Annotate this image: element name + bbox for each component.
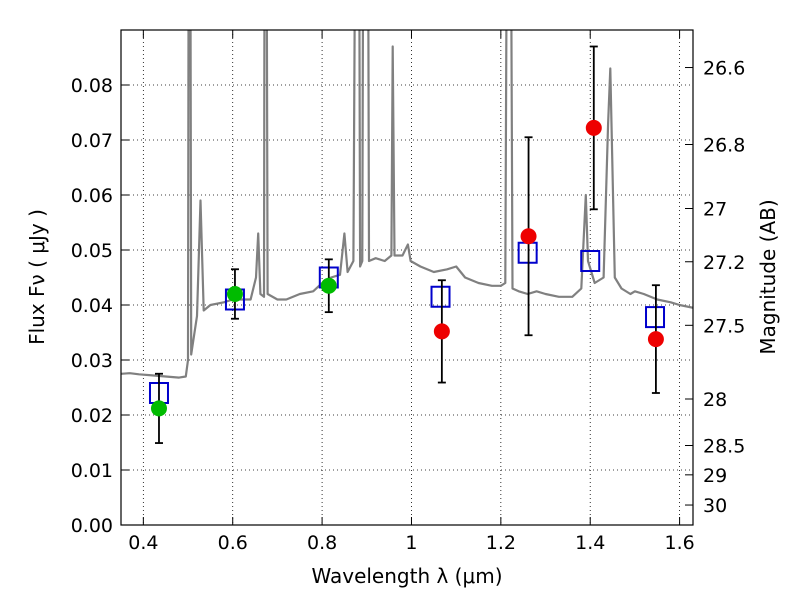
- x-tick-label: 1: [405, 532, 417, 554]
- y-tick-label: 0.08: [71, 75, 113, 97]
- data-markers: [148, 45, 666, 444]
- x-tick-label: 1.4: [575, 532, 605, 554]
- x-tick-label: 0.8: [307, 532, 337, 554]
- plot-area: [121, 30, 693, 379]
- y-tick-label: 0.01: [71, 460, 113, 482]
- y2-axis-title: Magnitude (AB): [756, 199, 780, 354]
- y-tick-label: 0.03: [71, 350, 113, 372]
- y-tick-label: 0.07: [71, 130, 113, 152]
- y2-tick-label: 29: [703, 465, 727, 487]
- model-photometry-square: [580, 250, 601, 272]
- y2-tick-label: 26.6: [703, 58, 745, 80]
- observed-point: [520, 228, 537, 245]
- y2-tick-label: 27: [703, 199, 727, 221]
- y2-tick-label: 26.8: [703, 134, 745, 156]
- x-tick-label: 0.4: [128, 532, 158, 554]
- model-spectrum-line: [121, 30, 693, 379]
- x-tick-label: 1.2: [486, 532, 516, 554]
- x-axis-title: Wavelength λ (μm): [311, 564, 502, 588]
- grid-lines: [121, 30, 693, 526]
- y2-tick-label: 28.5: [703, 436, 745, 458]
- plot-frame: [120, 29, 694, 526]
- y-axis-title: Flux Fν ( μJy ): [25, 209, 49, 345]
- axis-ticks: 0.4 0.6 0.8 1 1.2 1.4 1.6 0.00 0.01 0.02 0.03 0.04 0…: [71, 30, 745, 554]
- y-tick-label: 0.02: [71, 405, 113, 427]
- y2-tick-label: 30: [703, 495, 727, 517]
- observed-point: [226, 286, 243, 302]
- observed-point: [433, 323, 450, 340]
- y2-tick-label: 27.5: [703, 315, 745, 337]
- observed-point: [150, 400, 167, 417]
- x-tick-label: 1.6: [664, 532, 694, 554]
- y-tick-label: 0.04: [71, 295, 113, 317]
- y-tick-label: 0.05: [71, 240, 113, 262]
- model-photometry-square: [430, 285, 451, 308]
- y2-tick-label: 27.2: [703, 252, 745, 274]
- observed-point: [320, 277, 337, 294]
- observed-point: [585, 119, 602, 136]
- x-tick-label: 0.6: [218, 532, 248, 554]
- y2-tick-label: 28: [703, 389, 727, 411]
- observed-point: [647, 331, 664, 348]
- y-tick-label: 0.00: [71, 515, 113, 537]
- y-tick-label: 0.06: [71, 185, 113, 207]
